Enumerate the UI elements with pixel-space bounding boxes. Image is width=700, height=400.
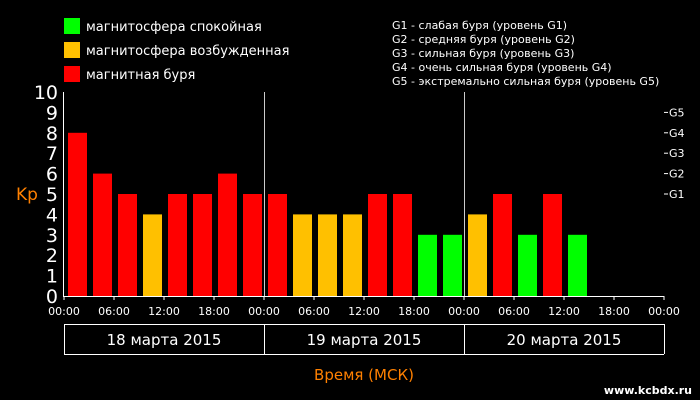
y-tick-label: 8 [46,123,58,145]
kp-bar-11 [318,214,337,296]
y-tick-label: 2 [46,245,58,267]
g-scale-label: G2 [669,168,685,181]
kp-bar-18 [493,194,512,296]
y-tick-label: 4 [46,204,58,226]
x-tick-label: 12:00 [148,305,180,318]
kp-bar-5 [168,194,187,296]
legend-label-2: магнитосфера возбужденная [86,44,289,59]
x-tick-label: 06:00 [298,305,330,318]
kp-bar-3 [118,194,137,296]
x-tick-label: 18:00 [198,305,230,318]
legend-label-1: магнитосфера спокойная [86,20,262,35]
y-tick-label: 6 [46,164,58,186]
x-axis-title: Время (МСК) [314,366,414,384]
watermark: www.kcbdx.ru [604,384,692,397]
legend-swatch-2 [64,42,80,58]
g-scale-label: G1 [669,188,685,201]
x-tick-label: 06:00 [98,305,130,318]
date-label-1: 18 марта 2015 [107,331,222,349]
kp-bar-9 [268,194,287,296]
x-tick-label: 00:00 [648,305,680,318]
x-tick-label: 06:00 [498,305,530,318]
kp-bar-6 [193,194,212,296]
kp-bar-2 [93,173,112,296]
g-scale-label: G4 [669,127,685,140]
y-axis-title: Kp [16,185,38,205]
kp-bar-12 [343,214,362,296]
kp-bar-10 [293,214,312,296]
x-tick-label: 18:00 [398,305,430,318]
y-tick-label: 5 [46,184,58,206]
kp-bar-4 [143,214,162,296]
kp-bar-1 [68,132,87,296]
storm-level-4: G4 - очень сильная буря (уровень G4) [392,61,612,74]
kp-bar-21 [568,234,587,296]
y-tick-label: 9 [46,102,58,124]
y-tick-label: 7 [46,143,58,165]
kp-bar-20 [543,194,562,296]
y-tick-label: 10 [34,82,58,104]
kp-bar-19 [518,234,537,296]
storm-level-3: G3 - сильная буря (уровень G3) [392,47,574,60]
x-tick-label: 00:00 [448,305,480,318]
y-tick-label: 3 [46,225,58,247]
legend-swatch-1 [64,18,80,34]
kp-bar-17 [468,214,487,296]
storm-level-2: G2 - средняя буря (уровень G2) [392,33,575,46]
storm-level-1: G1 - слабая буря (уровень G1) [392,19,567,32]
g-scale-label: G5 [669,106,685,119]
x-tick-label: 00:00 [48,305,80,318]
kp-bar-16 [443,234,462,296]
legend-swatch-3 [64,66,80,82]
x-tick-label: 00:00 [248,305,280,318]
storm-level-5: G5 - экстремально сильная буря (уровень … [392,75,659,88]
date-label-3: 20 марта 2015 [507,331,622,349]
kp-bar-15 [418,234,437,296]
kp-bar-14 [393,194,412,296]
kp-bar-13 [368,194,387,296]
x-tick-label: 18:00 [598,305,630,318]
legend-label-3: магнитная буря [86,68,195,83]
date-label-2: 19 марта 2015 [307,331,422,349]
kp-bar-7 [218,173,237,296]
x-tick-label: 12:00 [548,305,580,318]
kp-bar-8 [243,194,262,296]
y-tick-label: 1 [46,266,58,288]
g-scale-label: G3 [669,147,685,160]
y-tick-label: 0 [46,286,58,308]
x-tick-label: 12:00 [348,305,380,318]
